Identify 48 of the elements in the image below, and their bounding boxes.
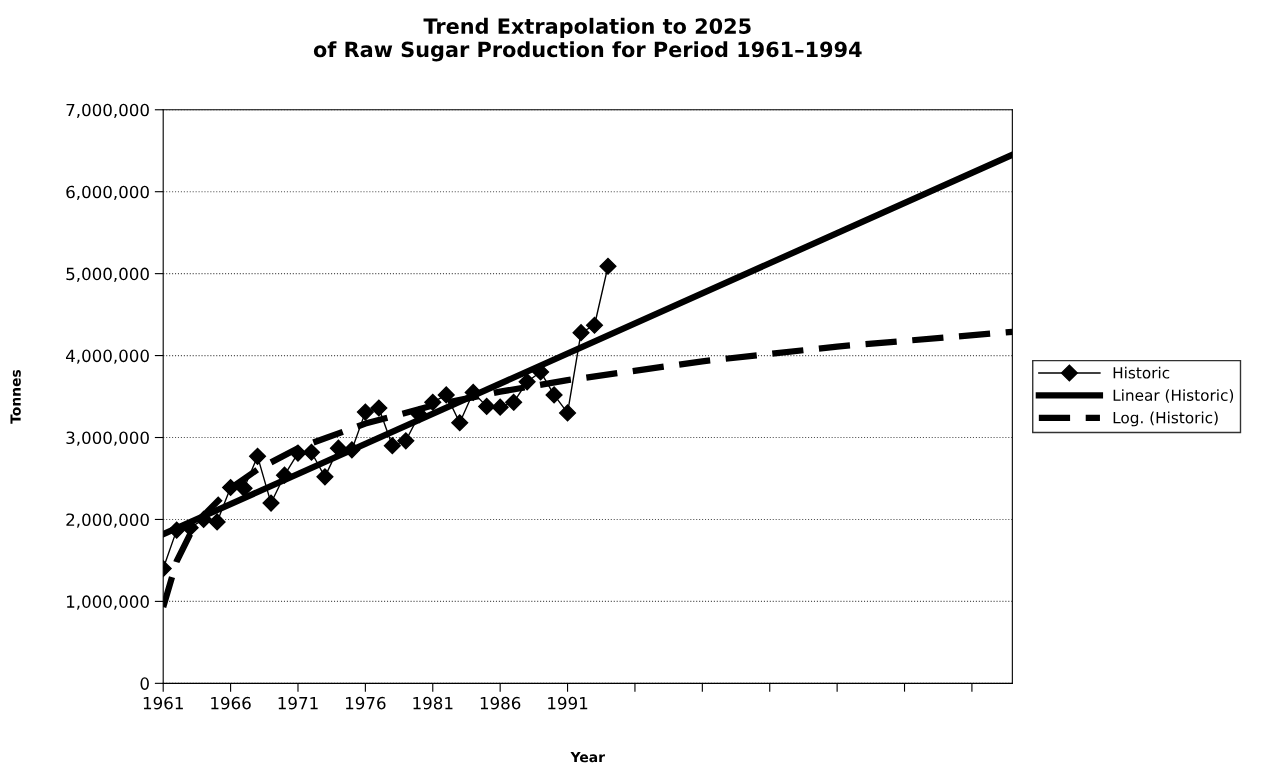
legend-label: Linear (Historic) bbox=[1113, 389, 1234, 403]
y-tick-label: 4,000,000 bbox=[66, 349, 149, 364]
legend-label: Historic bbox=[1113, 366, 1170, 379]
y-tick-label: 3,000,000 bbox=[66, 431, 149, 446]
chart-title: Trend Extrapolation to 2025 of Raw Sugar Production for Period 1961–1994 bbox=[313, 17, 862, 62]
x-tick-label: 1991 bbox=[548, 696, 588, 710]
x-tick-label: 1976 bbox=[346, 696, 386, 710]
point bbox=[275, 466, 294, 484]
point bbox=[424, 393, 442, 411]
point bbox=[370, 399, 388, 417]
x-tick-label: 1981 bbox=[413, 696, 453, 710]
x-tick-label: 1966 bbox=[211, 696, 251, 710]
point bbox=[491, 398, 509, 416]
x-axis-title: Year bbox=[570, 751, 605, 763]
point bbox=[356, 403, 374, 421]
x-tick-label: 1986 bbox=[480, 696, 521, 710]
point bbox=[505, 393, 523, 411]
point bbox=[451, 414, 469, 432]
x-tick-label: 1961 bbox=[143, 696, 183, 710]
point bbox=[235, 479, 253, 497]
point bbox=[437, 386, 455, 404]
y-tick-label: 1,000,000 bbox=[67, 595, 149, 610]
y-tick-label: 2,000,000 bbox=[66, 513, 149, 528]
y-tick-label: 0 bbox=[140, 677, 149, 690]
point bbox=[599, 257, 617, 275]
point bbox=[464, 383, 482, 402]
y-tick-label: 7,000,000 bbox=[66, 103, 149, 119]
y-axis-title: Tonnes bbox=[10, 369, 21, 424]
y-tick-label: 5,000,000 bbox=[66, 267, 149, 282]
point bbox=[478, 397, 496, 415]
point bbox=[518, 373, 536, 391]
point bbox=[559, 404, 577, 422]
point bbox=[383, 437, 401, 455]
point bbox=[545, 386, 563, 404]
point bbox=[397, 432, 415, 450]
point bbox=[262, 494, 280, 512]
point bbox=[316, 468, 334, 486]
point bbox=[248, 447, 267, 465]
legend-label: Log. (Historic) bbox=[1113, 411, 1218, 427]
y-tick-label: 6,000,000 bbox=[66, 185, 149, 200]
point bbox=[410, 406, 428, 424]
point bbox=[168, 521, 186, 539]
point bbox=[195, 510, 213, 529]
point bbox=[208, 513, 226, 531]
point bbox=[572, 324, 590, 342]
point bbox=[302, 443, 321, 461]
x-tick-label: 1971 bbox=[278, 696, 318, 710]
point bbox=[585, 316, 604, 334]
